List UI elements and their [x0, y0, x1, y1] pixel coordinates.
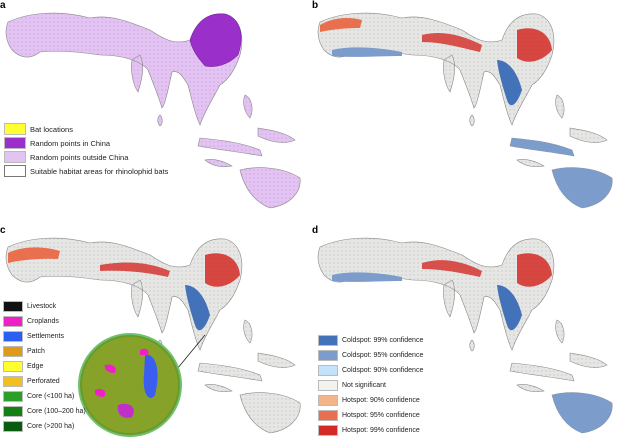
panel-c: c Livestock Croplands Settlements Patch …	[0, 225, 310, 440]
legend-item: Hotspot: 99% confidence	[318, 423, 423, 438]
panel-label: b	[312, 0, 319, 11]
legend-item: Patch	[3, 344, 86, 359]
legend-item: Edge	[3, 359, 86, 374]
legend-item: Random points outside China	[4, 150, 168, 164]
map-hotspot-analysis	[317, 12, 613, 209]
legend-item: Core (>200 ha)	[3, 419, 86, 434]
legend-item: Not significant	[318, 378, 423, 393]
panel-label: a	[0, 0, 6, 11]
legend-a: Bat locations Random points in China Ran…	[4, 122, 168, 178]
china-points	[189, 13, 242, 67]
panel-d: d Coldspot: 99% confidence Coldspot: 95%…	[312, 225, 622, 440]
legend-item: Coldspot: 99% confidence	[318, 333, 423, 348]
map-random-points	[5, 12, 301, 209]
legend-item: Coldspot: 95% confidence	[318, 348, 423, 363]
legend-item: Croplands	[3, 314, 86, 329]
map-land-use	[5, 237, 301, 437]
panel-b: b	[312, 0, 622, 215]
legend-c: Livestock Croplands Settlements Patch Ed…	[3, 299, 86, 434]
legend-item: Coldspot: 90% confidence	[318, 363, 423, 378]
legend-item: Perforated	[3, 374, 86, 389]
map-hotspot-land-use	[317, 237, 613, 434]
legend-item: Hotspot: 95% confidence	[318, 408, 423, 423]
panel-a: a Bat locations Random points in China R…	[0, 0, 310, 215]
panel-label: c	[0, 225, 6, 236]
legend-item: Hotspot: 90% confidence	[318, 393, 423, 408]
legend-item: Bat locations	[4, 122, 168, 136]
legend-item: Random points in China	[4, 136, 168, 150]
legend-item: Settlements	[3, 329, 86, 344]
legend-item: Core (100–200 ha)	[3, 404, 86, 419]
legend-item: Core (<100 ha)	[3, 389, 86, 404]
legend-d: Coldspot: 99% confidence Coldspot: 95% c…	[318, 333, 423, 438]
legend-item: Suitable habitat areas for rhinolophid b…	[4, 164, 168, 178]
legend-item: Livestock	[3, 299, 86, 314]
panel-label: d	[312, 225, 319, 236]
